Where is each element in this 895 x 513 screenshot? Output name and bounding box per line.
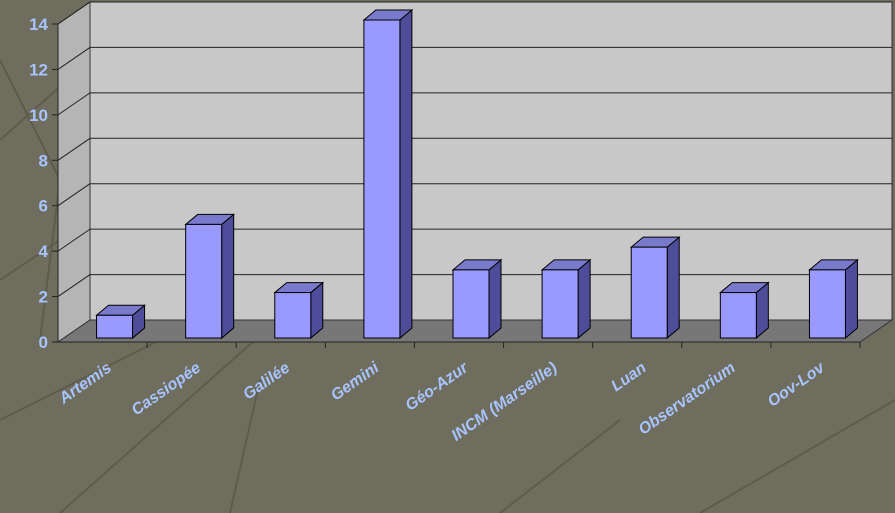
x-tick-label: Observatorium <box>636 359 739 438</box>
y-tick-label: 10 <box>29 106 48 125</box>
bar-side <box>221 213 235 340</box>
bar <box>95 304 146 340</box>
y-tick-label: 8 <box>39 151 48 170</box>
bar <box>273 281 325 340</box>
gridline-side <box>57 274 91 297</box>
bar-side <box>577 258 591 340</box>
bar-side <box>488 258 502 340</box>
gridline-side <box>57 47 91 70</box>
y-tick-label: 14 <box>29 15 48 34</box>
gridline-side <box>57 137 91 161</box>
bar-front <box>363 19 401 339</box>
bar-side <box>666 236 680 340</box>
bar <box>362 8 414 340</box>
bar <box>451 258 503 340</box>
y-tick-label: 6 <box>39 197 48 216</box>
bar-front <box>274 292 312 339</box>
bar-front <box>96 314 134 339</box>
bar <box>184 213 236 340</box>
bar <box>540 258 592 340</box>
bar-front <box>452 269 490 339</box>
y-tick-label: 12 <box>29 60 48 79</box>
bar-front <box>185 223 223 339</box>
bar <box>808 258 859 340</box>
bar-side <box>399 8 413 340</box>
side-wall <box>57 1 91 343</box>
y-tick-label: 0 <box>39 333 48 352</box>
bar <box>629 236 681 340</box>
x-tick-label: Géo-Azur <box>403 359 472 415</box>
bar-front <box>808 269 846 339</box>
bar-front <box>541 269 579 339</box>
y-tick-label: 4 <box>39 242 49 261</box>
bar-side <box>844 258 858 340</box>
x-tick-label: Oov-Lov <box>765 359 829 411</box>
bar-front <box>630 246 668 339</box>
gridline-side <box>57 92 91 116</box>
x-tick-label: Luan <box>608 359 649 395</box>
gridline-side <box>57 183 91 207</box>
x-tick-label: Artemis <box>55 359 114 408</box>
gridline-side <box>57 1 91 25</box>
bar-front <box>719 292 757 339</box>
y-tick-label: 2 <box>39 288 48 307</box>
bar <box>718 281 770 340</box>
x-tick-label: Galilée <box>240 359 293 403</box>
x-tick-label: Gemini <box>328 359 383 404</box>
gridline-side <box>57 228 91 252</box>
x-tick-label: Cassiopée <box>129 359 204 419</box>
